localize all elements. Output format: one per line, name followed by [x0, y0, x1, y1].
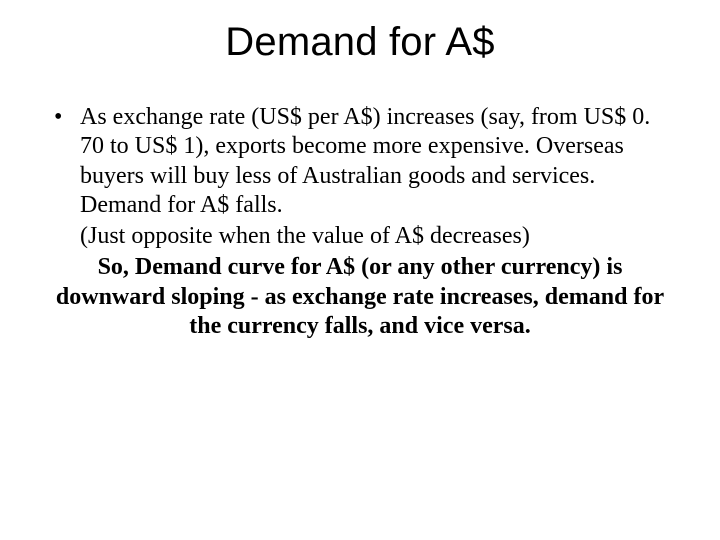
bullet-item: • As exchange rate (US$ per A$) increase… [48, 103, 672, 220]
slide-title: Demand for A$ [48, 20, 672, 65]
conclusion-text: So, Demand curve for A$ (or any other cu… [48, 253, 672, 341]
slide: Demand for A$ • As exchange rate (US$ pe… [0, 0, 720, 540]
bullet-text: As exchange rate (US$ per A$) increases … [80, 103, 672, 220]
bullet-marker-icon: • [48, 103, 80, 132]
parenthetical-line: (Just opposite when the value of A$ decr… [80, 222, 672, 251]
slide-body: • As exchange rate (US$ per A$) increase… [48, 103, 672, 341]
